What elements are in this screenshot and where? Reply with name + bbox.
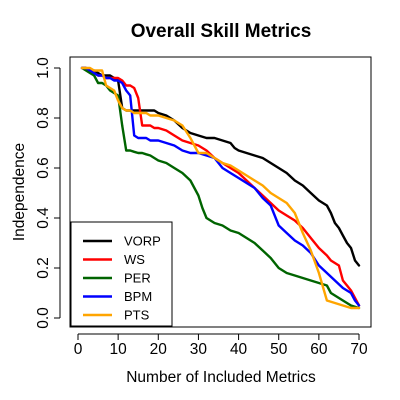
x-tick-label: 50 <box>270 341 288 358</box>
x-axis: 0 10 20 30 40 50 60 70 <box>74 333 368 358</box>
x-axis-label: Number of Included Metrics <box>126 369 316 386</box>
legend-label-per: PER <box>124 271 151 286</box>
legend-label-pts: PTS <box>124 308 150 323</box>
y-tick-label: 0.6 <box>35 157 52 179</box>
series-line-bpm <box>80 66 361 307</box>
legend-label-vorp: VORP <box>124 234 161 249</box>
x-tick-label: 30 <box>190 341 208 358</box>
chart-title: Overall Skill Metrics <box>131 21 312 42</box>
plot-frame <box>69 56 372 328</box>
legend-box <box>70 221 173 327</box>
x-tick-label: 0 <box>74 341 83 358</box>
x-tick-label: 40 <box>230 341 248 358</box>
y-axis: 0.0 0.2 0.4 0.6 0.8 1.0 <box>35 57 61 329</box>
y-tick-label: 0.0 <box>35 307 52 329</box>
series-line-ws <box>80 66 361 307</box>
y-tick-label: 1.0 <box>35 57 52 79</box>
legend-label-ws: WS <box>124 252 145 267</box>
x-tick-label: 70 <box>350 341 368 358</box>
y-tick-label: 0.4 <box>35 207 52 229</box>
y-tick-label: 0.2 <box>35 257 52 279</box>
series-line-pts <box>80 66 361 310</box>
x-tick-label: 20 <box>150 341 168 358</box>
legend-label-bpm: BPM <box>124 289 152 304</box>
legend: VORP WS PER BPM PTS <box>70 221 173 327</box>
y-axis-label: Independence <box>11 143 28 241</box>
series-layer <box>80 66 361 310</box>
x-tick-label: 10 <box>110 341 128 358</box>
x-tick-label: 60 <box>310 341 328 358</box>
series-line-per <box>80 66 361 310</box>
y-tick-label: 0.8 <box>35 107 52 129</box>
